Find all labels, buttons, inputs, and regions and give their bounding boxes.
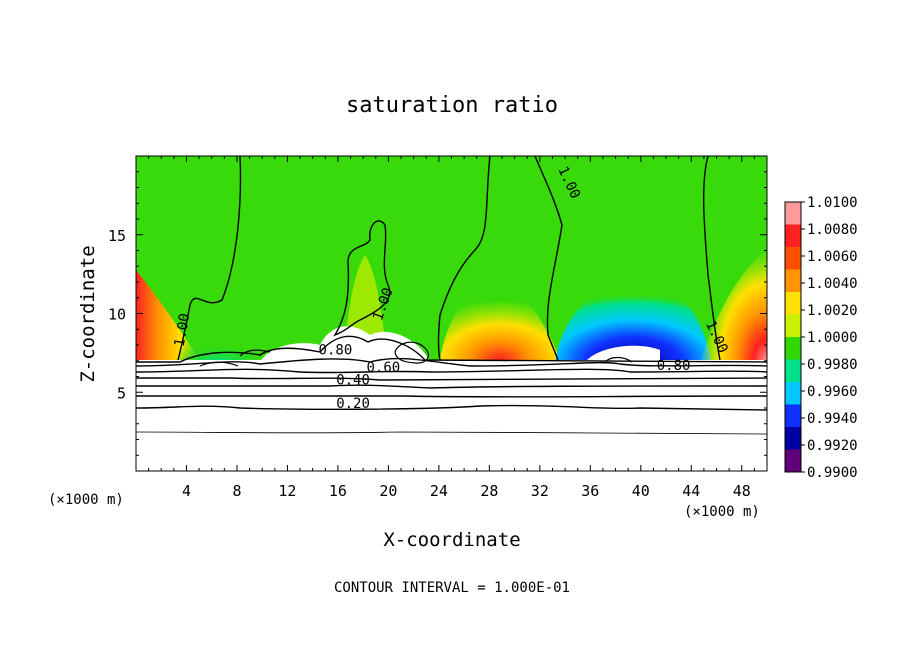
y-tick-label: 5 xyxy=(117,384,126,402)
cold-region xyxy=(555,280,712,362)
x-tick-label: 8 xyxy=(232,482,241,500)
contour-0.10 xyxy=(136,431,767,435)
yellow-plume xyxy=(345,255,385,340)
contour-1.00-center-right xyxy=(534,156,563,361)
x-tick-label: 36 xyxy=(581,482,599,500)
contour-0.40 xyxy=(136,384,767,389)
colorbar-swatch xyxy=(785,292,801,315)
cloud-tops-white xyxy=(260,326,660,362)
contour-0.80-a xyxy=(136,335,767,363)
colorbar-label: 1.0040 xyxy=(807,276,858,292)
contour-label: 0.60 xyxy=(366,360,400,376)
contours xyxy=(136,156,767,435)
colorbar-swatch xyxy=(785,359,801,383)
contour-1.00-right xyxy=(703,156,721,361)
contour-1.00-center-left xyxy=(437,156,491,361)
colorbar-label: 0.9940 xyxy=(807,411,858,427)
colorbar-label: 1.0100 xyxy=(807,195,858,211)
colorbar-swatch xyxy=(785,202,801,225)
contour-1.00-plume xyxy=(333,220,391,337)
x-tick-label: 12 xyxy=(278,482,296,500)
colorbar-swatch xyxy=(785,382,801,405)
y-tick-label: 15 xyxy=(108,227,126,245)
y-axis-label: Z-coordinate xyxy=(77,245,99,382)
x-axis-label: X-coordinate xyxy=(383,529,520,551)
colorbar-swatch xyxy=(785,224,801,248)
colorbar-label: 1.0020 xyxy=(807,303,858,319)
x-tick-label: 28 xyxy=(480,482,498,500)
warm-region-right xyxy=(700,250,767,362)
contour-label: 1.00 xyxy=(172,312,194,348)
colorbar-swatch xyxy=(785,247,801,270)
x-tick-label: 24 xyxy=(430,482,448,500)
x-tick-label: 44 xyxy=(682,482,700,500)
colorbar-swatch xyxy=(785,314,801,338)
plot-area: 1.001.001.001.000.800.60 0.800.400.20 xyxy=(136,156,767,471)
contour-label: 0.80 xyxy=(657,358,691,374)
chart-title: saturation ratio xyxy=(346,93,558,118)
warm-region-center xyxy=(440,285,560,360)
x-tick-label: 16 xyxy=(329,482,347,500)
x-tick-label: 4 xyxy=(182,482,191,500)
colorbar-swatch xyxy=(785,427,801,450)
contour-0.50 xyxy=(136,377,767,381)
x-unit-left: (×1000 m) xyxy=(48,492,124,508)
contour-0.60 xyxy=(136,368,767,374)
colorbar-label: 1.0060 xyxy=(807,249,858,265)
contour-0.30 xyxy=(136,395,767,398)
cloud-layer-white xyxy=(136,360,767,471)
colorbar-label: 0.9960 xyxy=(807,384,858,400)
colorbar-label: 0.9980 xyxy=(807,357,858,373)
contour-0.20 xyxy=(136,404,767,411)
colorbar-swatch xyxy=(785,404,801,428)
x-unit-right: (×1000 m) xyxy=(684,504,760,520)
x-tick-label: 40 xyxy=(632,482,650,500)
colorbar-label: 1.0000 xyxy=(807,330,858,346)
colorbar-label: 0.9920 xyxy=(807,438,858,454)
contour-1.00-left xyxy=(177,156,242,361)
contour-interval-note: CONTOUR INTERVAL = 1.000E-01 xyxy=(334,580,570,596)
warm-region-left xyxy=(136,270,200,360)
cyan-region-left xyxy=(175,334,260,362)
y-tick-label: 10 xyxy=(108,306,126,324)
colorbar-swatch xyxy=(785,269,801,293)
colorbar-label: 0.9900 xyxy=(807,465,858,481)
contour-label: 0.80 xyxy=(319,342,353,358)
x-axis-ticks: 4 8 12 16 20 24 28 32 36 40 44 48 xyxy=(148,156,768,500)
colorbar-swatch xyxy=(785,337,801,360)
cloud-outline xyxy=(199,341,633,367)
x-tick-label: 48 xyxy=(733,482,751,500)
y-axis-ticks: 5 10 15 xyxy=(108,171,767,456)
colorbar-swatch xyxy=(785,449,801,473)
contour-0.80-b xyxy=(136,357,767,367)
colorbar: 1.0100 1.0080 1.0060 1.0040 1.0020 1.0000 0.99… xyxy=(784,195,858,481)
contour-label: 0.40 xyxy=(336,372,370,388)
x-tick-label: 20 xyxy=(379,482,397,500)
contour-label: 0.20 xyxy=(336,396,370,412)
x-tick-label: 32 xyxy=(531,482,549,500)
colorbar-label: 1.0080 xyxy=(807,222,858,238)
